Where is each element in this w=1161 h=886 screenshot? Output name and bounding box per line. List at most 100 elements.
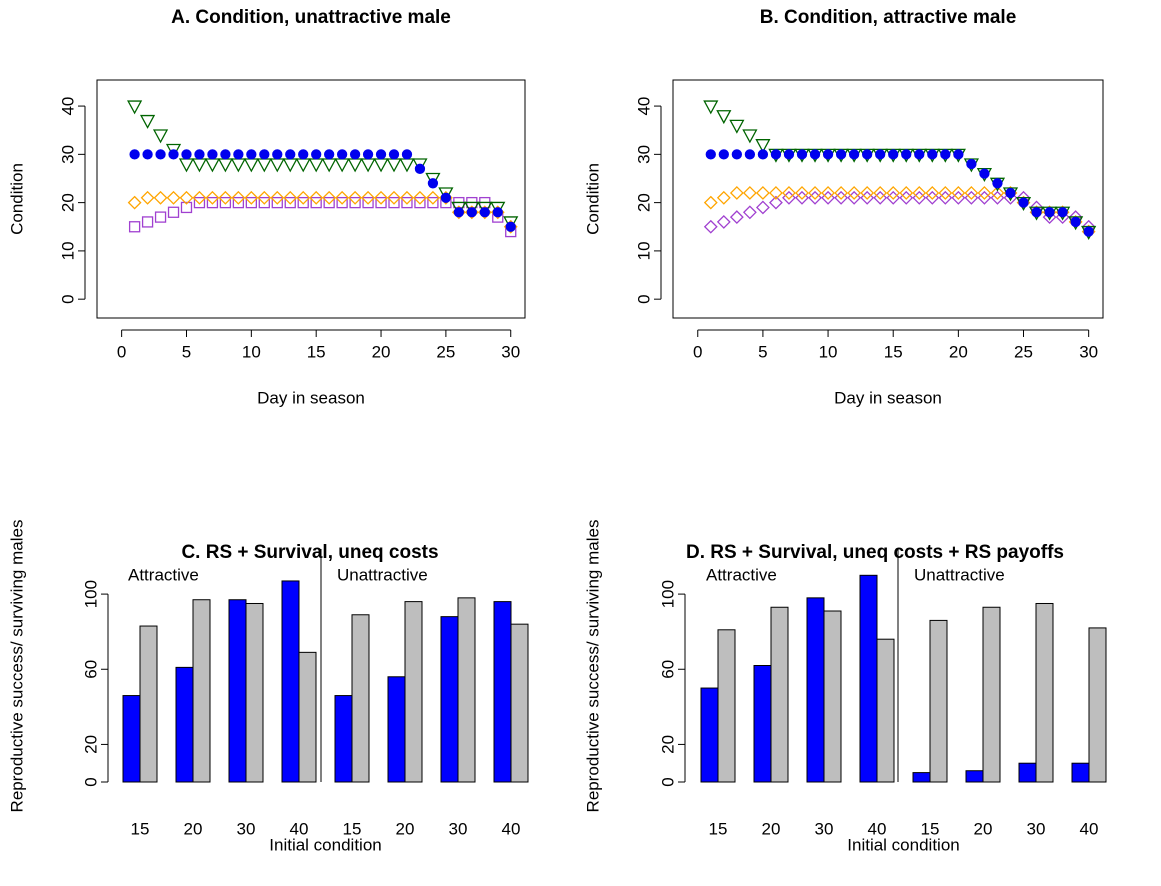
bar — [1018, 762, 1037, 783]
point — [179, 190, 194, 205]
x-tick-label: 10 — [819, 342, 838, 361]
point — [901, 149, 912, 160]
group-label: Attractive — [706, 565, 777, 584]
point — [860, 190, 875, 205]
point — [964, 190, 979, 205]
x-tick-label: 20 — [184, 819, 203, 838]
x-tick-label: 30 — [501, 342, 520, 361]
point — [834, 190, 849, 205]
point — [886, 190, 901, 205]
x-tick-label: 20 — [372, 342, 391, 361]
point — [427, 178, 439, 189]
point — [966, 158, 977, 170]
x-tick-label: 15 — [343, 819, 362, 838]
point — [178, 158, 195, 173]
point — [166, 190, 181, 205]
point — [479, 207, 490, 218]
point — [233, 149, 244, 160]
point — [783, 149, 795, 160]
x-tick-label: 15 — [884, 342, 903, 361]
point — [912, 186, 927, 200]
y-tick-label: 20 — [58, 193, 77, 212]
point — [217, 158, 233, 173]
point — [796, 149, 808, 160]
point — [782, 186, 796, 200]
point — [399, 158, 415, 173]
point — [703, 100, 719, 115]
point — [360, 158, 376, 173]
point — [321, 158, 337, 173]
point — [951, 190, 966, 205]
point — [205, 190, 220, 205]
point — [272, 149, 283, 160]
point — [938, 190, 953, 205]
bar — [1035, 602, 1054, 783]
point — [925, 190, 940, 205]
point — [204, 158, 221, 173]
point — [703, 195, 718, 210]
point — [755, 186, 770, 200]
point — [953, 149, 964, 160]
point — [990, 186, 1005, 200]
point — [296, 190, 311, 205]
bar — [770, 606, 789, 783]
point — [256, 158, 272, 173]
x-tick-label: 30 — [237, 819, 256, 838]
x-tick-label: 30 — [1027, 819, 1046, 838]
point — [207, 149, 218, 160]
point — [940, 149, 951, 160]
point — [835, 149, 847, 160]
point — [875, 149, 886, 160]
point — [744, 149, 756, 160]
point — [362, 196, 374, 209]
y-tick-label: 60 — [81, 660, 100, 679]
point — [769, 195, 783, 210]
point — [809, 149, 821, 160]
point — [310, 196, 322, 209]
point — [718, 149, 729, 160]
point — [808, 190, 822, 205]
bar — [298, 651, 317, 783]
x-tick-label: 40 — [868, 819, 887, 838]
point — [990, 190, 1005, 205]
point — [914, 149, 925, 160]
y-tick-label: 100 — [81, 580, 100, 608]
bar — [440, 616, 459, 783]
y-tick-label: 20 — [658, 735, 677, 754]
y-axis-title: Reproductive success/ surviving males — [583, 520, 602, 813]
x-tick-label: 0 — [693, 342, 702, 361]
point — [181, 149, 192, 160]
point — [1005, 187, 1016, 199]
point — [822, 149, 834, 160]
point — [886, 186, 901, 200]
point — [206, 196, 219, 209]
point — [284, 196, 296, 209]
bar — [1088, 627, 1107, 783]
point — [742, 186, 757, 200]
point — [128, 221, 141, 233]
point — [729, 186, 744, 200]
point — [283, 190, 298, 205]
point — [1057, 207, 1068, 218]
point — [361, 190, 375, 205]
point — [795, 190, 809, 205]
y-tick-label: 20 — [81, 735, 100, 754]
point — [979, 168, 990, 179]
point — [347, 158, 363, 173]
point — [716, 215, 731, 229]
x-tick-label: 40 — [1080, 819, 1099, 838]
point — [770, 149, 782, 160]
point — [231, 190, 246, 205]
point — [152, 129, 169, 144]
x-axis-title: Initial condition — [847, 835, 959, 854]
point — [246, 149, 257, 160]
group-label: Unattractive — [914, 565, 1005, 584]
x-tick-label: 20 — [974, 819, 993, 838]
point — [847, 190, 862, 205]
x-tick-label: 20 — [396, 819, 415, 838]
point — [427, 196, 439, 209]
point — [219, 196, 232, 209]
bar — [806, 597, 825, 783]
point — [742, 129, 758, 144]
point — [492, 207, 503, 218]
